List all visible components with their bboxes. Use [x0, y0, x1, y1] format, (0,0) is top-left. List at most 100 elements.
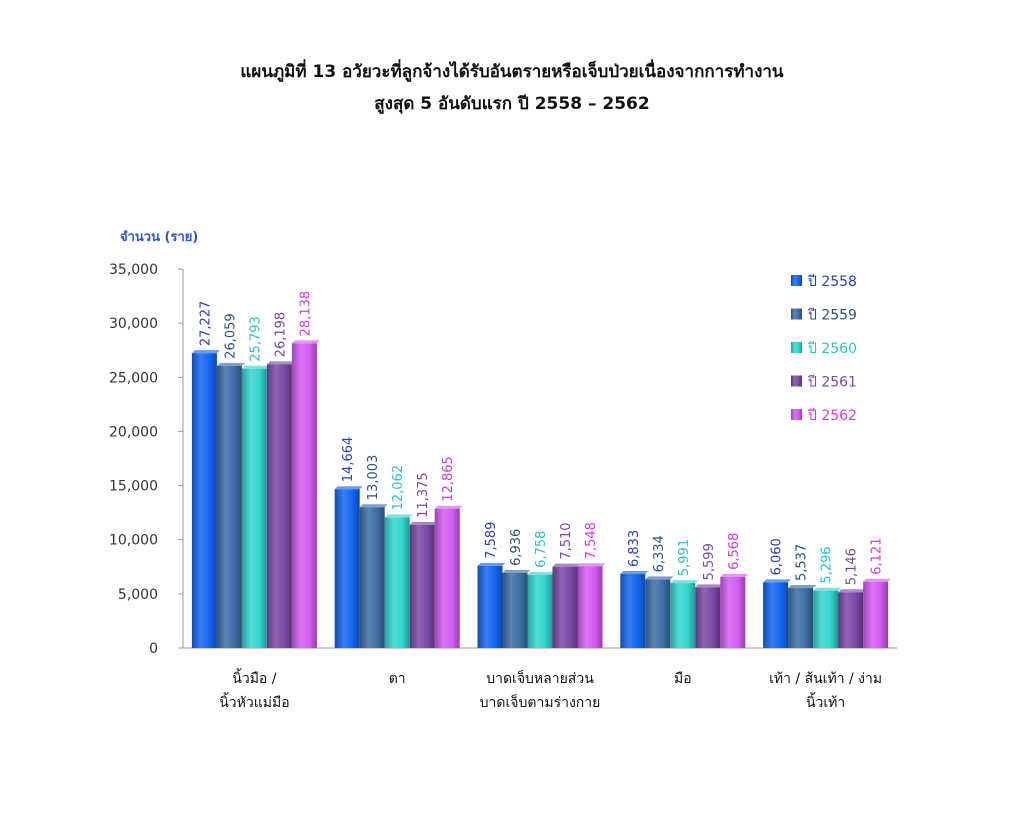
bar-top-cap: [409, 521, 438, 525]
data-label: 6,334: [652, 535, 667, 572]
data-label: 12,865: [441, 456, 456, 502]
data-label: 6,758: [534, 531, 549, 568]
bar-top-cap: [620, 571, 649, 575]
data-label: 7,548: [584, 522, 599, 559]
bar: [788, 588, 814, 648]
data-label: 27,227: [198, 301, 213, 347]
data-label: 5,537: [795, 544, 810, 581]
bar: [409, 524, 435, 648]
bar: [645, 579, 671, 648]
data-label: 6,568: [727, 533, 742, 570]
x-category-label: บาดเจ็บหลายส่วน: [486, 669, 594, 687]
chart-title-line-1: แผนภูมิที่ 13 อวัยวะที่ลูกจ้างได้รับอันต…: [240, 62, 784, 82]
bar-top-cap: [577, 563, 606, 567]
data-label: 26,198: [273, 312, 288, 358]
x-category-label: เท้า / ส้นเท้า / ง่าม: [769, 671, 882, 687]
bar-top-cap: [266, 361, 295, 365]
legend-entry: ปี 2562: [808, 408, 857, 424]
bar: [241, 368, 267, 648]
data-label: 6,121: [870, 537, 885, 574]
chart-title-line-2: สูงสุด 5 อันดับแรก ปี 2558 – 2562: [374, 94, 650, 114]
bar-top-cap: [334, 486, 363, 490]
bar: [502, 572, 528, 648]
legend-entry: ปี 2559: [808, 308, 857, 324]
legend-swatch: [791, 275, 802, 286]
legend-entry: ปี 2560: [808, 341, 857, 357]
data-label: 5,599: [702, 543, 717, 580]
bar-top-cap: [527, 571, 556, 575]
data-label: 14,664: [341, 437, 356, 483]
data-label: 6,936: [509, 529, 524, 566]
data-label: 7,589: [484, 522, 499, 559]
bar: [813, 590, 839, 648]
x-category-label: นิ้วมือ /: [232, 668, 277, 687]
bar: [291, 343, 317, 648]
data-label: 5,296: [820, 546, 835, 583]
bar: [359, 507, 385, 648]
data-label: 12,062: [391, 465, 406, 511]
bar-top-cap: [216, 362, 245, 366]
y-tick-label: 35,000: [109, 262, 158, 278]
bar-top-cap: [645, 576, 674, 580]
data-label: 5,991: [677, 539, 692, 576]
data-label: 7,510: [559, 522, 574, 559]
bar-top-cap: [359, 504, 388, 508]
bar: [620, 574, 646, 648]
y-axis-label: จำนวน (ราย): [120, 229, 198, 245]
bar: [720, 576, 746, 648]
bar: [266, 364, 292, 648]
legend-swatch: [791, 375, 802, 387]
bar-top-cap: [670, 580, 699, 584]
bar-top-cap: [291, 340, 320, 344]
data-label: 26,059: [223, 313, 238, 359]
x-category-label: นิ้วหัวแม่มือ: [219, 692, 289, 711]
legend-swatch: [791, 308, 802, 320]
bar: [334, 489, 360, 648]
bar: [838, 592, 864, 648]
bar: [695, 587, 721, 648]
data-label: 11,375: [416, 472, 431, 518]
bar-top-cap: [502, 569, 531, 573]
data-label: 5,146: [845, 548, 860, 585]
y-tick-label: 15,000: [109, 479, 158, 495]
bar: [863, 581, 889, 648]
data-label: 25,793: [248, 316, 263, 362]
y-tick-label: 0: [149, 641, 158, 657]
y-tick-label: 20,000: [109, 424, 158, 440]
bar-top-cap: [477, 562, 506, 566]
bar-top-cap: [552, 563, 581, 567]
bar-top-cap: [720, 573, 749, 577]
bar-top-cap: [191, 350, 220, 354]
data-label: 6,833: [627, 530, 642, 567]
bar-top-cap: [763, 579, 792, 583]
bar: [477, 565, 503, 648]
bar-top-cap: [241, 365, 270, 369]
y-tick-label: 30,000: [109, 316, 158, 332]
legend-swatch: [791, 409, 802, 420]
bar-top-cap: [788, 585, 817, 589]
bar-top-cap: [838, 589, 867, 593]
data-label: 13,003: [366, 455, 381, 501]
legend-entry: ปี 2558: [808, 274, 857, 290]
legend-swatch: [791, 342, 802, 353]
bar-top-cap: [695, 584, 724, 588]
bar: [670, 583, 696, 648]
data-label: 6,060: [770, 538, 785, 575]
bar-top-cap: [384, 514, 413, 518]
x-category-label: ตา: [389, 671, 406, 687]
y-tick-label: 25,000: [109, 370, 158, 386]
x-category-label: นิ้วเท้า: [806, 692, 845, 711]
bar: [763, 582, 789, 648]
bar-top-cap: [813, 587, 842, 591]
bar-top-cap: [434, 505, 463, 509]
y-tick-label: 10,000: [109, 533, 158, 549]
bar: [434, 508, 460, 648]
bar-top-cap: [863, 578, 892, 582]
bar: [191, 353, 217, 648]
legend-entry: ปี 2561: [808, 375, 857, 391]
bar: [577, 566, 603, 648]
y-tick-label: 5,000: [118, 587, 158, 603]
bar: [552, 566, 578, 648]
